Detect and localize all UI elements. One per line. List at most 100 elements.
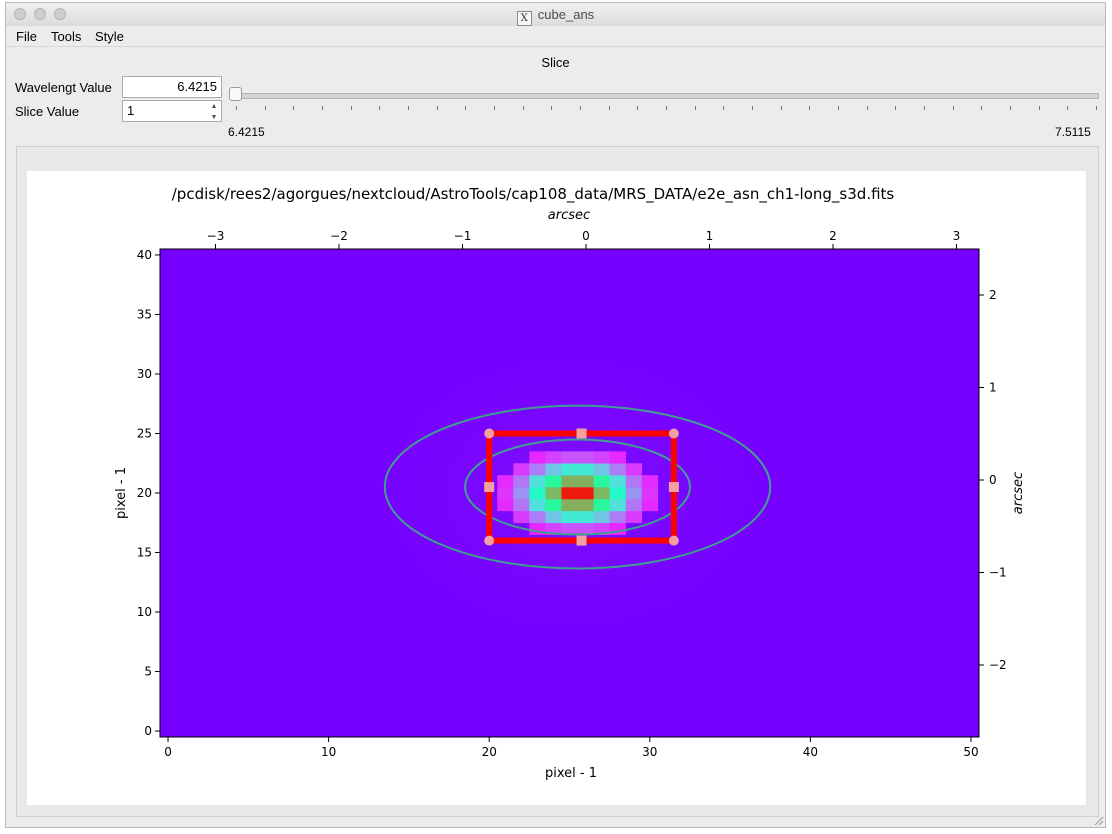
slice-label: Slice Value <box>15 104 80 119</box>
heatmap-pixel <box>609 510 627 524</box>
window-title: cube_ans <box>537 7 595 22</box>
heatmap-image <box>160 249 979 737</box>
slider-tick <box>580 106 581 110</box>
plot-canvas[interactable]: /pcdisk/rees2/agorgues/nextcloud/AstroTo… <box>27 171 1086 805</box>
heatmap-pixel <box>577 475 594 488</box>
heatmap-pixel <box>577 463 594 476</box>
y-tick-label: 0 <box>144 724 152 738</box>
resize-grip-icon[interactable] <box>1093 815 1103 825</box>
heatmap-pixel <box>513 498 530 512</box>
slider-tick <box>1010 106 1011 110</box>
heatmap-pixel <box>529 487 546 500</box>
heatmap-pixel <box>593 510 610 524</box>
y-tick-label: 25 <box>137 426 152 440</box>
menu-style[interactable]: Style <box>95 29 124 44</box>
y-tick-label: 30 <box>137 367 152 381</box>
slider-tick <box>494 106 495 110</box>
edge-handle[interactable] <box>576 428 587 439</box>
edge-handle[interactable] <box>668 482 679 493</box>
aperture-ellipse-2[interactable] <box>383 404 772 570</box>
heatmap-pixel <box>529 498 546 512</box>
aperture-ellipse-1[interactable] <box>464 438 691 536</box>
plot-title: /pcdisk/rees2/agorgues/nextcloud/AstroTo… <box>172 185 895 204</box>
heatmap-pixel <box>609 463 627 476</box>
heatmap-pixel <box>593 475 610 488</box>
slice-spinbox[interactable]: 1 <box>122 100 222 122</box>
slider-tick <box>1067 106 1069 110</box>
slider-tick <box>780 106 782 110</box>
x-tick-label: 30 <box>642 745 657 759</box>
slider-tick <box>608 106 610 110</box>
slider-tick <box>293 106 295 110</box>
slider-tick <box>838 106 839 110</box>
edge-handle[interactable] <box>576 535 587 546</box>
slider-min-label: 6.4215 <box>228 125 265 139</box>
right-tick-label: −1 <box>989 566 1007 580</box>
heatmap-pixel <box>513 510 530 524</box>
slider-tick <box>350 106 352 110</box>
slider-tick <box>1038 106 1040 110</box>
heatmap-pixel <box>529 451 546 464</box>
y-tick-label: 5 <box>144 665 152 679</box>
menu-bar: File Tools Style <box>6 26 1105 47</box>
heatmap-pixel <box>561 498 578 512</box>
x-axis-label: pixel - 1 <box>545 766 597 781</box>
wavelength-slider-handle[interactable] <box>229 87 242 101</box>
heatmap-pixel <box>593 463 610 476</box>
slider-tick <box>694 106 696 110</box>
slider-tick <box>408 106 409 110</box>
corner-handle[interactable] <box>484 535 495 546</box>
heatmap-pixel <box>625 475 643 488</box>
minimize-window-button[interactable] <box>34 8 46 20</box>
heatmap-pixel <box>609 451 627 464</box>
slider-tick <box>866 106 868 110</box>
heatmap-pixel <box>609 475 627 488</box>
heatmap-pixel <box>625 498 643 512</box>
heatmap-pixel <box>497 498 514 512</box>
heatmap-pixel <box>593 522 610 535</box>
slider-tick <box>752 106 753 110</box>
top-tick-label: 0 <box>582 229 590 243</box>
slider-tick <box>809 106 811 110</box>
slice-panel-heading: Slice <box>541 55 570 70</box>
heatmap-pixel <box>545 475 562 488</box>
spin-up-icon[interactable]: ▲ <box>210 103 218 110</box>
heatmap-pixel <box>561 522 578 535</box>
region-overlays[interactable] <box>383 404 772 570</box>
heatmap-pixel <box>529 475 546 488</box>
right-tick-label: −2 <box>989 658 1007 672</box>
heatmap-pixel <box>625 463 643 476</box>
corner-handle[interactable] <box>484 428 495 439</box>
slider-tick <box>551 106 553 110</box>
x-tick-label: 50 <box>963 745 978 759</box>
heatmap-pixel <box>641 475 659 488</box>
zoom-window-button[interactable] <box>54 8 66 20</box>
menu-file[interactable]: File <box>16 29 37 44</box>
slice-spinner-arrows[interactable]: ▲ ▼ <box>206 101 222 123</box>
heatmap-pixel <box>545 498 562 512</box>
corner-handle[interactable] <box>668 535 679 546</box>
heatmap-pixel <box>513 487 530 500</box>
close-window-button[interactable] <box>14 8 26 20</box>
heatmap-pixel <box>593 498 610 512</box>
heatmap-pixel <box>545 510 562 524</box>
heatmap-pixel <box>577 451 594 464</box>
right-tick-label: 1 <box>989 381 997 395</box>
menu-tools[interactable]: Tools <box>51 29 82 44</box>
corner-handle[interactable] <box>668 428 679 439</box>
heatmap-pixel <box>609 487 627 500</box>
heatmap-pixel <box>561 475 578 488</box>
x-tick-label: 0 <box>164 745 172 759</box>
wavelength-slider[interactable] <box>236 93 1099 99</box>
heatmap-pixel <box>529 510 546 524</box>
spin-down-icon[interactable]: ▼ <box>210 114 218 121</box>
edge-handle[interactable] <box>484 482 495 493</box>
cube-slice-chart[interactable]: /pcdisk/rees2/agorgues/nextcloud/AstroTo… <box>27 171 1086 805</box>
top-tick-label: −1 <box>454 229 472 243</box>
slider-tick <box>1096 106 1097 110</box>
top-tick-label: 1 <box>706 229 714 243</box>
wavelength-input[interactable]: 6.4215 <box>122 76 222 98</box>
